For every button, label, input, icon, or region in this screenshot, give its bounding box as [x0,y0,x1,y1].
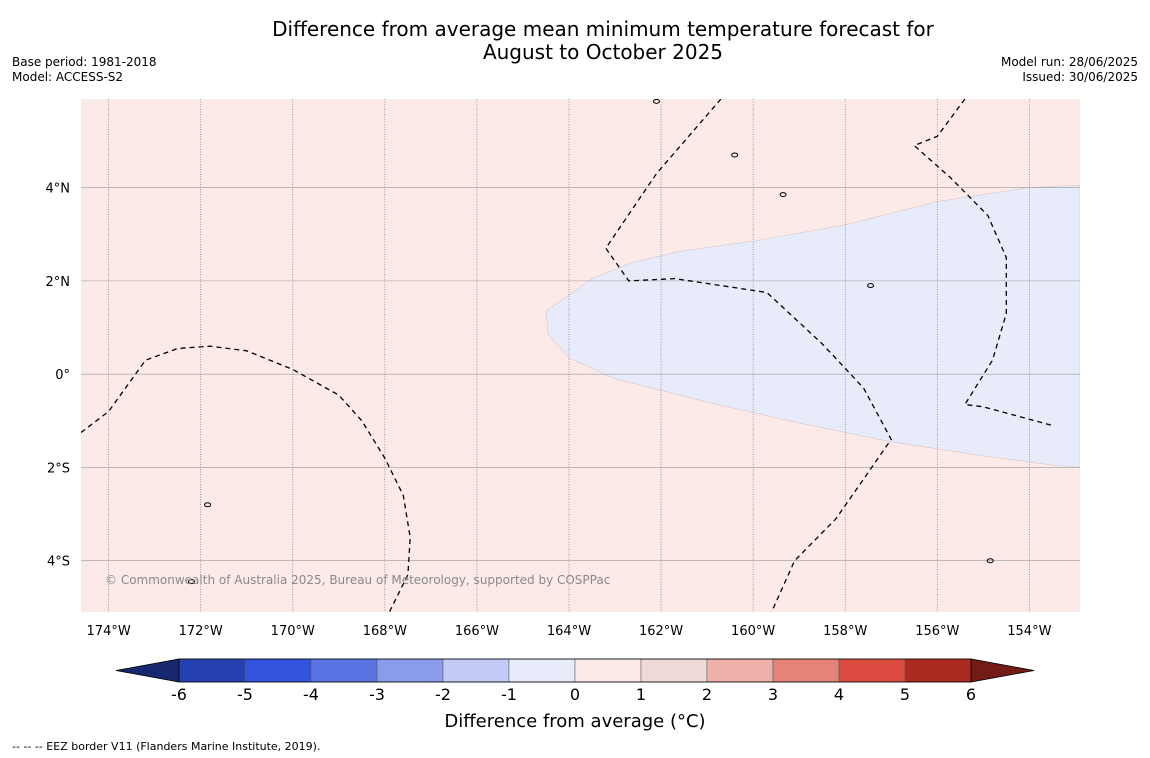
map-plot-area: 4°N 2°N 0° 2°S 4°S 174°W 172°W 170°W 168°W 166°W 1… [46,99,1080,639]
lon-tick-label: 164°W [547,624,591,639]
island-outline [986,558,994,564]
lon-tick-label: 168°W [363,624,407,639]
map-title: Difference from average mean minimum tem… [0,18,1150,64]
colorbar-tick-label: -2 [435,685,451,704]
colorbar-segment [772,658,840,683]
colorbar-segment [376,658,444,683]
colorbar-tick-label: -3 [369,685,385,704]
lon-tick-label: 166°W [455,624,499,639]
colorbar-tick-label: 1 [636,685,646,704]
eez-border-line [913,99,1053,427]
colorbar-segment [904,658,972,683]
colorbar-segment [640,658,708,683]
lat-tick-label: 0° [55,368,70,383]
colorbar-segment [838,658,906,683]
colorbar-title: Difference from average (°C) [444,711,706,732]
colorbar: -6 -5 -4 -3 -2 -1 0 1 2 3 4 5 6 [115,658,1035,704]
lat-tick-label: 2°S [47,461,70,476]
lat-tick-label: 2°N [46,275,71,290]
base-period-text: Base period: 1981-2018 [12,55,157,69]
colorbar-tick-label: 0 [570,685,580,704]
lon-tick-label: 172°W [179,624,223,639]
colorbar-segment [178,658,246,683]
model-text: Model: ACCESS-S2 [12,70,124,84]
colorbar-segment [310,658,378,683]
meta-right: Model run: 28/06/2025 Issued: 30/06/2025 [1001,55,1138,85]
colorbar-over-arrow [970,658,1035,683]
lon-tick-label: 160°W [731,624,775,639]
colorbar-tick-label: 6 [966,685,976,704]
lon-tick-label: 174°W [87,624,131,639]
issued-text: Issued: 30/06/2025 [1022,70,1138,84]
colorbar-segment [706,658,774,683]
island-outline [187,579,195,585]
lat-tick-label: 4°N [46,182,71,197]
colorbar-segment [244,658,312,683]
model-run-text: Model run: 28/06/2025 [1000,55,1138,69]
eez-border-line [605,99,892,612]
colorbar-tick-label: -1 [501,685,517,704]
map-title-line1: Difference from average mean minimum tem… [272,17,934,41]
colorbar-tick-label: -5 [237,685,253,704]
colorbar-segment [508,658,576,683]
island-outline [652,99,660,104]
colorbar-tick-label: 5 [900,685,910,704]
lon-tick-label: 154°W [1007,624,1051,639]
island-outline [779,192,787,198]
island-outline [204,502,212,508]
lon-tick-label: 158°W [823,624,867,639]
lon-tick-label: 170°W [271,624,315,639]
island-outline [731,152,739,158]
map-title-line2: August to October 2025 [482,40,724,64]
colorbar-tick-label: 2 [702,685,712,704]
copyright-text: © Commonwealth of Australia 2025, Bureau… [105,573,611,587]
eez-border-line [81,345,411,612]
island-outline [867,283,875,289]
lon-tick-label: 156°W [915,624,959,639]
colorbar-tick-label: -6 [171,685,187,704]
colorbar-segment [574,658,642,683]
lat-tick-label: 4°S [47,555,70,570]
meta-left: Base period: 1981-2018 Model: ACCESS-S2 [12,55,157,85]
eez-legend-note: -- -- -- EEZ border V11 (Flanders Marine… [12,740,321,753]
colorbar-under-arrow [115,658,180,683]
lon-tick-label: 162°W [639,624,683,639]
colorbar-segment [442,658,510,683]
colorbar-tick-label: 3 [768,685,778,704]
colorbar-tick-label: 4 [834,685,844,704]
colorbar-tick-label: -4 [303,685,319,704]
colorbar-frame [178,658,972,683]
